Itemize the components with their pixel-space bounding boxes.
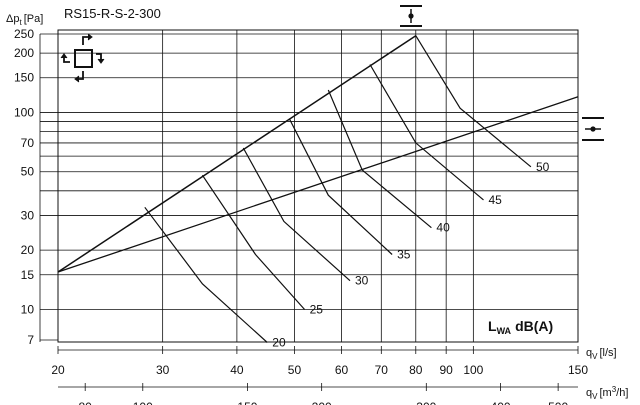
sound-level-label-25: 25 [310,302,324,316]
max-operating-line [57,35,417,273]
sound-level-label-40: 40 [436,221,450,235]
x-tick-label-m3h: 200 [312,400,332,405]
y-axis-label: Δpt [Pa] [6,13,43,27]
x-tick-label-ls: 70 [375,363,389,377]
axes: 7 10 15 20 30 50 70 100 150 200 250 20 30 40 50 60 70 80 9… [14,27,588,405]
x-tick-label-ls: 20 [51,363,65,377]
x-axis-label-ls: qV [l/s] [586,347,617,361]
y-tick-label: 50 [21,165,35,179]
max-flow-marker-icon [400,5,422,27]
y-tick-label: 7 [27,333,34,347]
sound-level-label-45: 45 [488,193,502,207]
grid [57,29,579,343]
chart-title: RS15-R-S-2-300 [64,6,161,21]
x-tick-label-m3h: 80 [79,400,93,405]
sound-level-label-50: 50 [536,160,550,174]
sound-level-curve-45 [369,64,484,201]
sound-level-curve-20 [144,206,268,343]
sound-legend-label: LWA dB(A) [488,318,553,336]
y-tick-label: 250 [14,27,34,41]
x-tick-label-ls: 100 [463,363,483,377]
y-tick-label: 200 [14,46,34,60]
sound-level-label-20: 20 [272,335,286,349]
plot-frame [57,29,579,343]
x-tick-label-ls: 50 [288,363,302,377]
sound-level-curve-50 [415,35,532,168]
sound-level-label-35: 35 [397,248,411,262]
y-tick-label: 15 [21,268,35,282]
sound-level-curve-35 [288,118,393,255]
sound-level-curve-40 [327,89,432,229]
x-tick-label-ls: 30 [156,363,170,377]
x-tick-label-ls: 60 [335,363,349,377]
x-tick-label-m3h: 100 [133,400,153,405]
x-tick-label-ls: 90 [439,363,453,377]
fan-rotation-icon [60,33,105,83]
x-tick-label-m3h: 500 [548,400,568,405]
y-tick-label: 10 [21,302,35,316]
x-tick-label-m3h: 150 [237,400,257,405]
x-tick-label-ls: 40 [230,363,244,377]
curves: 20 25 30 35 40 45 50 [57,35,579,349]
y-tick-label: 20 [21,243,35,257]
y-tick-label: 150 [14,71,34,85]
x-axis-label-m3h: qV [m3/h] [586,385,628,401]
y-tick-label: 100 [14,105,34,119]
x-tick-label-ls: 150 [568,363,588,377]
sound-level-curve-30 [242,147,351,282]
sound-level-curve-25 [201,174,306,310]
y-tick-label: 70 [21,136,35,150]
x-tick-label-m3h: 300 [416,400,436,405]
reference-line [57,96,579,273]
x-tick-label-ls: 80 [409,363,423,377]
sound-level-label-30: 30 [355,274,369,288]
y-tick-label: 30 [21,208,35,222]
x-tick-label-m3h: 400 [491,400,511,405]
max-pressure-marker-icon [582,117,604,141]
